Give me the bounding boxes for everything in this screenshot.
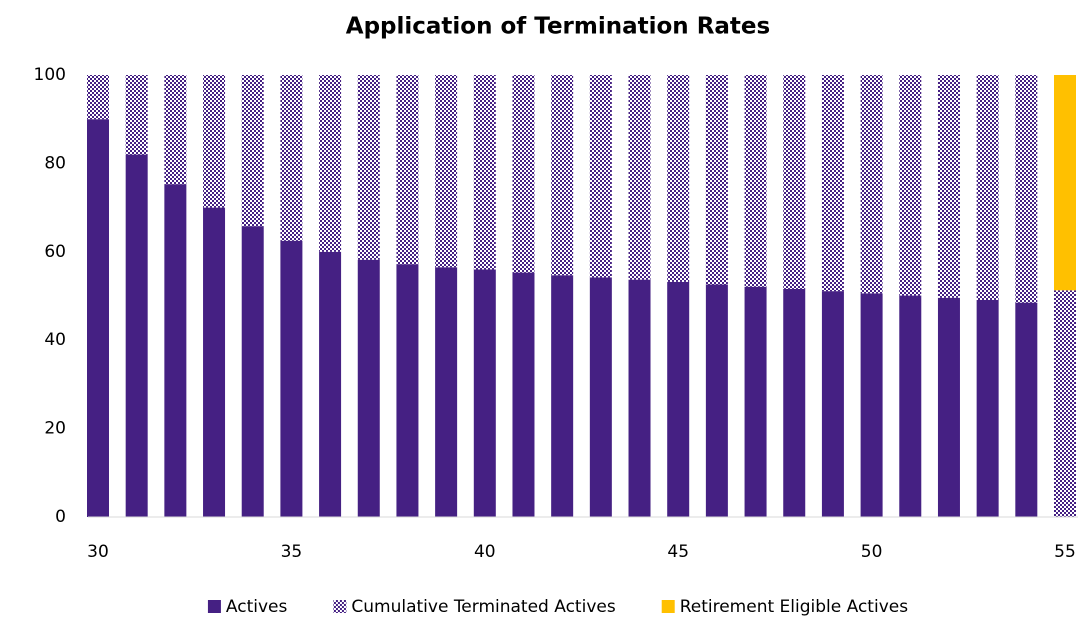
bar-segment bbox=[87, 119, 109, 517]
bar-segment bbox=[937, 75, 960, 298]
legend-swatch bbox=[207, 600, 221, 613]
bar-segment bbox=[860, 293, 883, 517]
bar-segment bbox=[280, 75, 303, 241]
y-tick-label: 20 bbox=[44, 419, 66, 439]
bar-segment bbox=[435, 267, 458, 517]
y-tick-label: 80 bbox=[44, 153, 66, 173]
bar-segment bbox=[976, 299, 999, 517]
bar-segment bbox=[1054, 75, 1076, 291]
bar-segment bbox=[551, 275, 574, 517]
bar-segment bbox=[860, 75, 883, 294]
bar-segment bbox=[937, 297, 960, 517]
bar-segment bbox=[551, 75, 574, 276]
bar-segment bbox=[512, 272, 535, 517]
y-tick-label: 40 bbox=[44, 330, 66, 350]
bar-segment bbox=[976, 75, 999, 300]
bar-segment bbox=[473, 269, 496, 517]
bar-segment bbox=[821, 291, 844, 517]
bar-segment bbox=[473, 75, 496, 270]
legend-swatch bbox=[333, 600, 347, 613]
bar-segment bbox=[589, 75, 612, 278]
bar-segment bbox=[164, 184, 187, 517]
bar-segment bbox=[744, 75, 767, 287]
bar-segment bbox=[357, 75, 380, 260]
bar-segment bbox=[821, 75, 844, 292]
x-tick-label: 35 bbox=[281, 542, 303, 562]
bar-segment bbox=[241, 226, 264, 517]
x-tick-label: 55 bbox=[1054, 542, 1076, 562]
bar-segment bbox=[319, 251, 342, 518]
bar-segment bbox=[667, 281, 690, 517]
bar-segment bbox=[899, 75, 922, 296]
bar-segment bbox=[1015, 75, 1038, 303]
bar-segment bbox=[396, 75, 419, 265]
legend-label: Cumulative Terminated Actives bbox=[351, 597, 615, 617]
bar-segment bbox=[203, 207, 226, 517]
bar-segment bbox=[744, 286, 767, 517]
bar-segment bbox=[319, 75, 342, 252]
bar-segment bbox=[783, 75, 806, 289]
bar-segment bbox=[396, 264, 419, 517]
bar-segment bbox=[783, 288, 806, 517]
bar-segment bbox=[628, 75, 651, 280]
bar-segment bbox=[705, 75, 728, 285]
bar-segment bbox=[87, 75, 109, 120]
x-tick-label: 45 bbox=[667, 542, 689, 562]
bar-segment bbox=[125, 154, 148, 517]
bar-segment bbox=[628, 279, 651, 517]
bar-segment bbox=[899, 295, 922, 517]
bar-segment bbox=[667, 75, 690, 282]
x-tick-label: 50 bbox=[861, 542, 883, 562]
legend-label: Actives bbox=[226, 597, 288, 617]
x-tick-label: 30 bbox=[87, 542, 109, 562]
bar-segment bbox=[1054, 290, 1076, 517]
chart-title: Application of Termination Rates bbox=[346, 14, 770, 40]
legend: Actives Cumulative Terminated Actives Reti… bbox=[207, 597, 908, 617]
bar-segment bbox=[357, 259, 380, 517]
bar-segment bbox=[164, 75, 187, 185]
x-tick-label: 40 bbox=[474, 542, 496, 562]
y-tick-label: 0 bbox=[55, 507, 66, 527]
bar-segment bbox=[280, 240, 303, 517]
bar-segment bbox=[589, 277, 612, 517]
bar-segment bbox=[512, 75, 535, 273]
bar-segment bbox=[435, 75, 458, 268]
bar-segment bbox=[241, 75, 264, 227]
y-tick-label: 100 bbox=[34, 65, 66, 85]
legend-label: Retirement Eligible Actives bbox=[680, 597, 908, 617]
legend-swatch bbox=[661, 600, 675, 613]
bar-segment bbox=[203, 75, 226, 208]
bar-segment bbox=[125, 75, 148, 155]
bar-segment bbox=[705, 284, 728, 517]
bar-segment bbox=[1015, 302, 1038, 517]
y-tick-label: 60 bbox=[44, 242, 66, 262]
